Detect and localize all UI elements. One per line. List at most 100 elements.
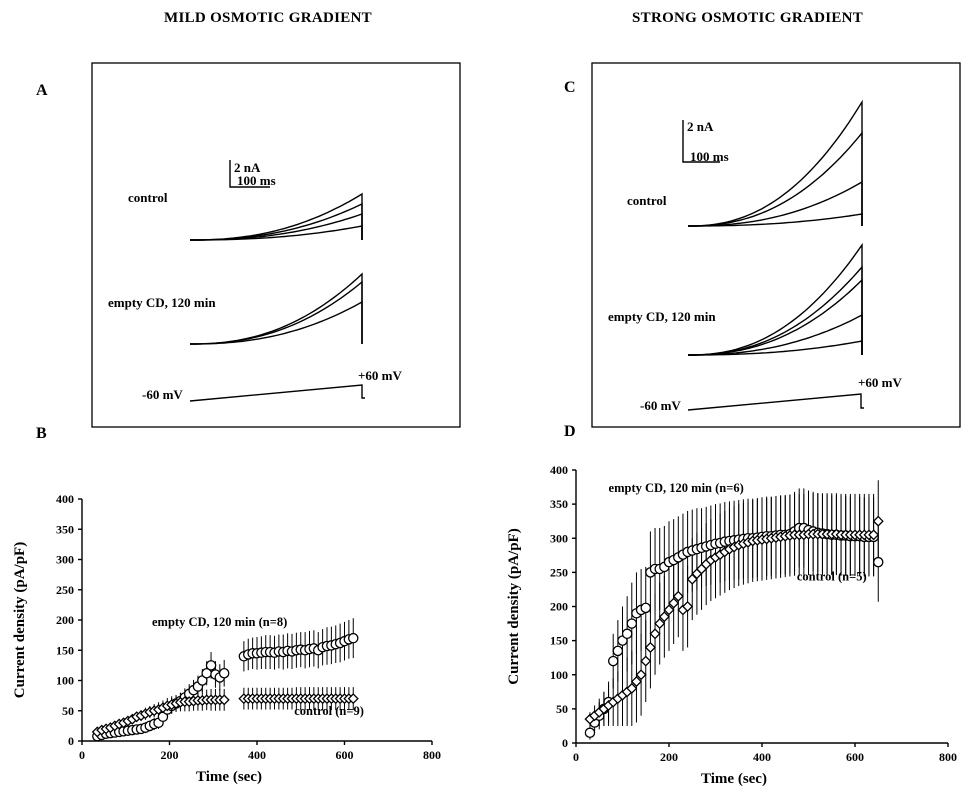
chartD-point-circle — [873, 556, 884, 568]
chart-b-x-axis-label: Time (sec) — [196, 769, 262, 785]
chartD-x-tick-label: 400 — [753, 750, 771, 764]
chartD-point-diamond — [672, 590, 684, 602]
panel-a-ramp-end: +60 mV — [358, 368, 402, 383]
chartD-x-tick-label: 800 — [939, 750, 957, 764]
panel-label-b: B — [36, 425, 47, 442]
chartD-point-diamond — [872, 515, 884, 527]
panel-label-a: A — [36, 82, 48, 99]
chart-d: 0 50 100 150 200 250 300 350 400 0 200 400 600 800 Cu… — [506, 463, 957, 787]
chartD-y-tick-label: 300 — [550, 531, 568, 545]
chart-d-x-axis-label: Time (sec) — [701, 771, 767, 787]
chartD-y-tick-label: 50 — [556, 702, 568, 716]
chart-b: 0 50 100 150 200 250 300 350 400 0 200 400 600 800 Cu… — [12, 492, 441, 785]
panel-a-control-traces — [190, 192, 363, 241]
panel-c-control-trace — [688, 131, 863, 227]
chartD-y-tick-label: 200 — [550, 600, 568, 614]
panel-c-trace-label-control: control — [627, 193, 667, 208]
chartD-point-circle — [626, 618, 638, 629]
chartD-point-circle — [584, 727, 596, 739]
chartD-y-tick-label: 350 — [550, 497, 568, 511]
chartD-point-diamond — [640, 655, 652, 667]
chartD-point-diamond — [868, 529, 880, 541]
chart-d-annotation-control: control (n=5) — [797, 570, 867, 584]
chartD-point-circle — [621, 628, 633, 640]
chartD-x-tick-label: 200 — [660, 750, 678, 764]
chart-b-annotation-control: control (n=9) — [294, 704, 364, 718]
chartB-y-tick-label: 300 — [56, 553, 74, 567]
chart-d-y-axis-label: Current density (pA/pF) — [506, 528, 522, 684]
chartB-x-tick-label: 0 — [79, 748, 85, 762]
chartD-y-tick-label: 150 — [550, 634, 568, 648]
panel-a-scalebar: 2 nA 100 ms — [229, 160, 276, 188]
panel-a-scalebar-lines — [229, 160, 270, 188]
chartB-point-circle — [205, 660, 217, 671]
chartB-point-diamond — [218, 694, 230, 706]
chart-b-points — [91, 632, 359, 742]
chartD-point-circle — [640, 602, 652, 614]
heading-strong-osmotic-gradient: STRONG OSMOTIC GRADIENT — [632, 10, 863, 26]
chartB-y-tick-label: 400 — [56, 492, 74, 506]
chartB-y-tick-label: 50 — [62, 704, 74, 718]
chartD-x-tick-label: 600 — [846, 750, 864, 764]
panel-c-scalebar-current: 2 nA — [687, 119, 714, 134]
panel-a-empty-cd-trace — [190, 280, 363, 345]
chart-d-points — [584, 515, 884, 739]
panel-a-empty-cd-trace — [190, 272, 363, 345]
chartB-y-tick-label: 250 — [56, 583, 74, 597]
panel-c-control-trace — [688, 213, 863, 227]
panel-a-trace-label-empty-cd: empty CD, 120 min — [108, 295, 216, 310]
chartB-point-circle — [347, 632, 359, 644]
panel-a-control-trace — [190, 213, 363, 241]
chartD-y-tick-label: 100 — [550, 668, 568, 682]
chartB-x-tick-label: 600 — [336, 748, 354, 762]
panel-label-d: D — [564, 423, 576, 440]
chartD-point-diamond — [644, 641, 656, 653]
panel-c-control-trace — [688, 180, 863, 227]
panel-label-c: C — [564, 79, 576, 96]
panel-a-control-trace — [190, 225, 363, 241]
chartD-point-diamond — [630, 676, 642, 688]
chartD-y-tick-label: 250 — [550, 565, 568, 579]
panel-a: 2 nA 100 ms control empty CD, 120 min -6… — [91, 62, 461, 428]
panel-c-empty-cd-trace — [688, 340, 863, 356]
chartD-point-diamond — [682, 600, 694, 613]
chartB-x-tick-label: 400 — [248, 748, 266, 762]
chartB-point-diamond — [347, 693, 359, 705]
chartB-y-tick-label: 150 — [56, 643, 74, 657]
panel-c-scalebar-lines — [682, 120, 720, 163]
chartB-x-tick-label: 800 — [423, 748, 441, 762]
chartD-point-diamond — [658, 611, 670, 623]
panel-c-control-traces — [688, 99, 863, 227]
panel-c-empty-cd-traces — [688, 242, 863, 356]
panel-c-empty-cd-trace — [688, 242, 863, 356]
panel-c-scalebar: 2 nA 100 ms — [682, 119, 729, 164]
chartB-y-tick-label: 200 — [56, 613, 74, 627]
panel-a-frame — [91, 62, 461, 428]
chartD-point-diamond — [649, 628, 661, 640]
chartD-point-diamond — [626, 682, 638, 694]
panel-a-trace-label-control: control — [128, 190, 168, 205]
chartD-y-tick-label: 400 — [550, 463, 568, 477]
chart-b-y-axis-label: Current density (pA/pF) — [12, 542, 28, 698]
panel-c-ramp-end: +60 mV — [858, 375, 902, 390]
chartB-y-tick-label: 350 — [56, 522, 74, 536]
chartD-point-circle — [612, 645, 624, 657]
chartD-point-circle — [607, 655, 619, 667]
chartD-point-diamond — [663, 604, 675, 616]
chartD-point-diamond — [635, 669, 647, 681]
panel-a-scalebar-current: 2 nA — [234, 160, 261, 175]
panel-a-voltage-ramp — [189, 384, 365, 402]
chartB-x-tick-label: 200 — [161, 748, 179, 762]
panel-c-ramp-start: -60 mV — [640, 398, 681, 413]
panel-c-voltage-ramp — [687, 393, 864, 411]
chart-d-axes: 0 50 100 150 200 250 300 350 400 0 200 400 600 800 — [550, 463, 957, 764]
panel-a-empty-cd-traces — [190, 272, 363, 345]
panel-a-empty-cd-trace — [190, 300, 363, 345]
chart-d-annotation-empty-cd: empty CD, 120 min (n=6) — [609, 481, 744, 495]
chartD-point-diamond — [654, 618, 666, 630]
chartD-point-diamond — [668, 597, 680, 609]
panel-c-frame — [591, 62, 961, 428]
panel-c: 2 nA 100 ms control empty CD, 120 min -6… — [591, 62, 961, 428]
panel-a-scalebar-time: 100 ms — [237, 173, 276, 188]
